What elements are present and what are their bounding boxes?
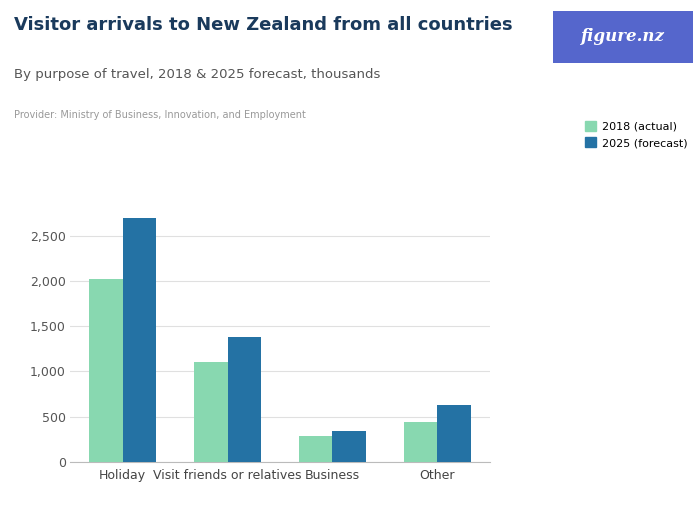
Legend: 2018 (actual), 2025 (forecast): 2018 (actual), 2025 (forecast)	[585, 121, 687, 148]
Bar	[299, 436, 332, 462]
Text: By purpose of travel, 2018 & 2025 forecast, thousands: By purpose of travel, 2018 & 2025 foreca…	[14, 68, 380, 81]
Bar	[194, 362, 228, 462]
Text: Provider: Ministry of Business, Innovation, and Employment: Provider: Ministry of Business, Innovati…	[14, 110, 306, 120]
Bar	[122, 217, 156, 462]
Text: Visitor arrivals to New Zealand from all countries: Visitor arrivals to New Zealand from all…	[14, 16, 512, 34]
Bar	[228, 337, 261, 462]
Bar	[404, 422, 438, 462]
Text: figure.nz: figure.nz	[581, 28, 665, 45]
Bar	[332, 431, 366, 462]
Bar	[438, 405, 471, 462]
Bar	[89, 279, 122, 462]
